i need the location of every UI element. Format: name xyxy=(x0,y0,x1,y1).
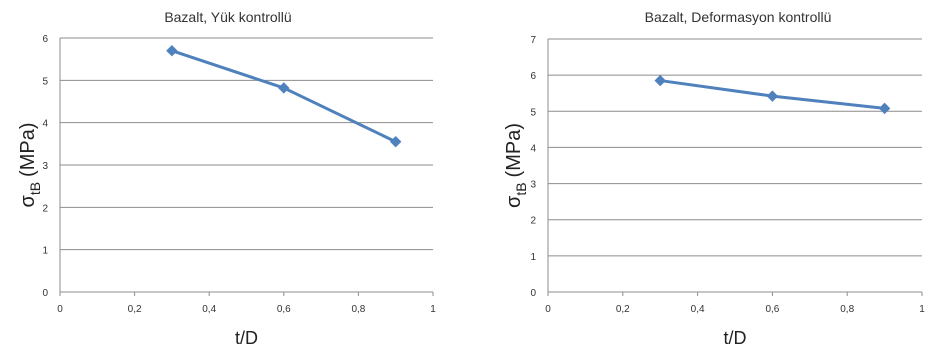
chart-title: Bazalt, Deformasyon kontrollü xyxy=(645,9,832,25)
chart-load-controlled: Bazalt, Yük kontrollü 0 1 2 3 4 5 6 0 0,2 0,4 0,6 0,… xyxy=(17,9,436,348)
y-tick-label: 5 xyxy=(530,107,536,118)
x-axis-label: t/D xyxy=(723,328,746,348)
x-tick-label: 0,6 xyxy=(765,304,779,315)
data-point xyxy=(389,136,402,148)
data-point xyxy=(878,102,891,115)
x-tick-label: 0 xyxy=(545,304,551,315)
y-tick-label: 3 xyxy=(42,161,48,172)
x-tick-label: 0,8 xyxy=(351,304,365,315)
series-line xyxy=(171,49,397,144)
chart-title: Bazalt, Yük kontrollü xyxy=(164,9,291,25)
x-axis-label: t/D xyxy=(235,328,258,348)
y-axis-label: σtB (MPa) xyxy=(503,123,529,208)
data-point xyxy=(654,74,666,87)
y-tick-label: 7 xyxy=(530,35,536,46)
x-tick-label: 0,2 xyxy=(616,304,630,315)
y-tick-label: 4 xyxy=(530,143,536,154)
x-tick-label: 0,8 xyxy=(840,304,854,315)
y-axis-label-unit: (MPa) xyxy=(17,122,39,176)
y-axis-label-unit: (MPa) xyxy=(503,123,525,177)
x-tick-label: 0,6 xyxy=(277,304,291,315)
x-tick-label: 0,4 xyxy=(202,304,216,315)
y-tick-label: 6 xyxy=(42,34,48,45)
y-axis-label-symbol: σ xyxy=(503,195,525,208)
data-point xyxy=(766,90,779,102)
y-tick-label: 2 xyxy=(42,203,48,214)
x-tick-label: 0,2 xyxy=(128,304,142,315)
x-tick-label: 0 xyxy=(57,304,63,315)
y-axis-label: σtB (MPa) xyxy=(17,122,43,207)
x-tick-label: 1 xyxy=(430,304,436,315)
y-tick-label: 0 xyxy=(42,288,48,299)
chart-deformation-controlled: Bazalt, Deformasyon kontrollü 0 1 2 3 4 5 6 7 0 0,… xyxy=(503,9,925,348)
data-point xyxy=(278,82,290,94)
y-tick-label: 1 xyxy=(530,252,536,263)
data-point xyxy=(166,44,178,57)
y-tick-label: 4 xyxy=(42,119,48,130)
y-axis-label-subscript: tB xyxy=(27,182,43,195)
x-tick-label: 1 xyxy=(919,304,925,315)
y-tick-label: 6 xyxy=(530,71,536,82)
y-axis-label-symbol: σ xyxy=(17,195,39,208)
x-tick-label: 0,4 xyxy=(691,304,705,315)
y-tick-label: 2 xyxy=(530,216,536,227)
y-axis-label-subscript: tB xyxy=(513,182,529,195)
y-tick-label: 0 xyxy=(530,288,536,299)
y-tick-label: 3 xyxy=(530,180,536,191)
y-tick-label: 1 xyxy=(42,246,48,257)
y-tick-label: 5 xyxy=(42,76,48,87)
